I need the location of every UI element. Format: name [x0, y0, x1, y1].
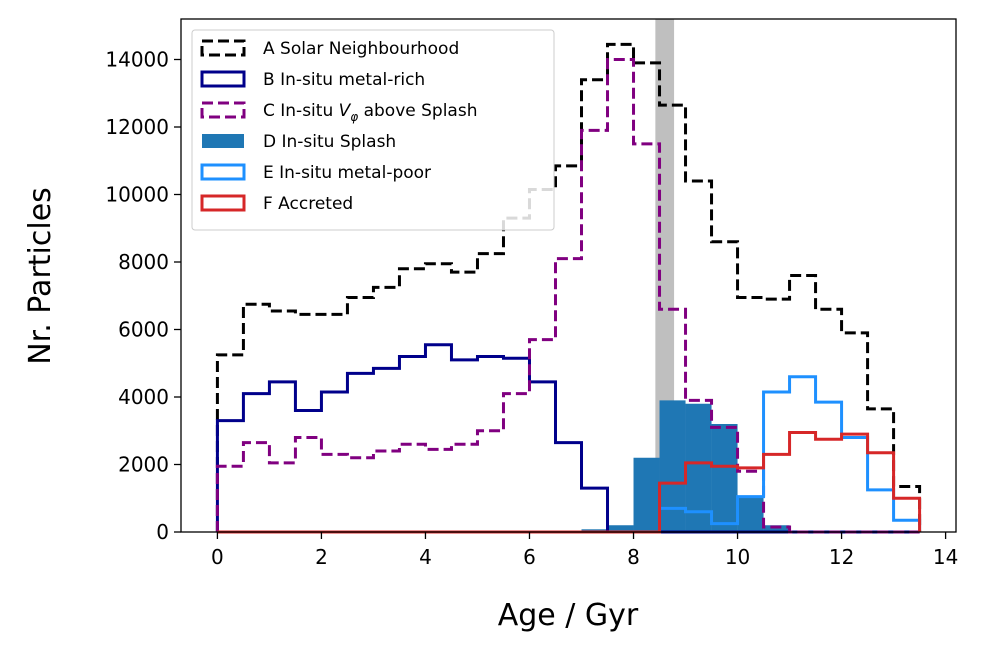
x-tick-label-8: 8 [627, 545, 640, 569]
y-tick-label-0: 0 [156, 520, 169, 544]
legend: A Solar Neighbourhood B In-situ metal-ric… [191, 29, 555, 231]
plot-frame [180, 18, 957, 533]
x-axis-label: Age / Gyr [498, 598, 639, 633]
legend-swatch-C [200, 101, 246, 119]
legend-item-B: B In-situ metal-rich [200, 70, 425, 90]
bar-D-17 [659, 400, 686, 532]
legend-item-F: F Accreted [200, 194, 353, 214]
y-tick-label-14000: 14000 [105, 48, 169, 72]
legend-box [191, 29, 555, 231]
legend-item-D: D In-situ Splash [202, 132, 396, 152]
series-D [581, 400, 790, 532]
legend-swatch-A [200, 39, 246, 57]
y-tick-label-4000: 4000 [118, 385, 169, 409]
legend-label-D: D In-situ Splash [263, 132, 396, 152]
x-tick-label-12: 12 [829, 545, 854, 569]
legend-item-A: A Solar Neighbourhood [200, 39, 459, 59]
bar-D-16 [633, 457, 660, 532]
x-tick-label-4: 4 [419, 545, 432, 569]
bar-D-21 [763, 525, 790, 532]
legend-item-C: C In-situ Vφ above Splash [200, 101, 477, 124]
legend-label-B: B In-situ metal-rich [263, 70, 425, 90]
legend-label-E: E In-situ metal-poor [263, 163, 431, 183]
y-axis-label: Nr. Particles [23, 187, 58, 365]
x-tick-label-14: 14 [933, 545, 958, 569]
y-tick-label-12000: 12000 [105, 115, 169, 139]
y-tick-label-8000: 8000 [118, 250, 169, 274]
y-tick-label-6000: 6000 [118, 318, 169, 342]
x-tick-label-2: 2 [315, 545, 328, 569]
legend-label-C: C In-situ Vφ above Splash [263, 101, 477, 124]
legend-swatch-B [200, 70, 246, 88]
x-tick-label-6: 6 [523, 545, 536, 569]
series-A [215, 42, 922, 532]
series-C [215, 58, 920, 534]
tick-layer: 0 2 4 6 8 10 12 14 0 2000 4000 6000 8000 10000 12000 14… [105, 48, 958, 570]
legend-label-F: F Accreted [263, 194, 353, 214]
y-tick-label-2000: 2000 [118, 453, 169, 477]
step-line-A [215, 42, 922, 532]
y-tick-label-10000: 10000 [105, 183, 169, 207]
legend-swatch-F [200, 194, 246, 212]
bar-D-19 [711, 424, 738, 532]
step-line-C [215, 58, 920, 534]
legend-item-E: E In-situ metal-poor [200, 163, 431, 183]
legend-label-A: A Solar Neighbourhood [263, 39, 459, 59]
bar-D-15 [607, 525, 634, 532]
legend-swatch-E [200, 163, 246, 181]
bar-D-20 [737, 496, 764, 532]
x-tick-label-0: 0 [211, 545, 224, 569]
legend-swatch-D [202, 134, 244, 148]
x-tick-label-10: 10 [725, 545, 750, 569]
